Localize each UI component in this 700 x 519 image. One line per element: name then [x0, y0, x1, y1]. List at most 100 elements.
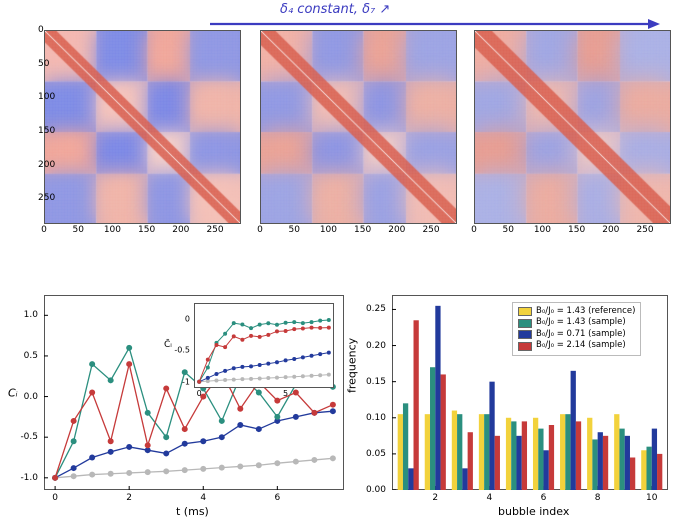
bar	[403, 403, 408, 490]
legend-label: B₀/J₀ = 2.14 (sample)	[536, 340, 626, 351]
bar	[468, 432, 473, 490]
bar	[495, 436, 500, 490]
line-marker	[219, 418, 225, 424]
heatmap-panel-3	[474, 30, 671, 224]
bar	[435, 306, 440, 490]
bar	[441, 374, 446, 490]
line-marker	[311, 457, 317, 463]
barchart-ytick: 0.05	[366, 449, 386, 459]
line-marker	[274, 414, 280, 420]
bar	[462, 468, 467, 490]
bar	[511, 421, 516, 490]
line-marker	[89, 361, 95, 367]
line-marker	[108, 471, 114, 477]
line-marker	[126, 470, 132, 476]
line-marker	[71, 438, 77, 444]
line-marker	[89, 472, 95, 478]
barchart-legend: B₀/J₀ = 1.43 (reference)B₀/J₀ = 1.43 (sa…	[512, 302, 641, 356]
line-marker	[89, 390, 95, 396]
line-marker	[71, 473, 77, 479]
line-marker	[274, 398, 280, 404]
heatmap-xtick: 150	[354, 225, 371, 235]
line-marker	[71, 465, 77, 471]
bar	[425, 414, 430, 490]
line-marker	[256, 426, 262, 432]
bar	[652, 429, 657, 490]
legend-swatch	[518, 307, 532, 316]
legend-row: B₀/J₀ = 2.14 (sample)	[518, 340, 635, 351]
barchart-xtick: 10	[646, 493, 657, 503]
heatmap-panel-2	[260, 30, 457, 224]
line-marker	[108, 377, 114, 383]
line-marker	[163, 385, 169, 391]
legend-label: B₀/J₀ = 1.43 (sample)	[536, 317, 626, 328]
line-marker	[330, 455, 336, 461]
line-marker	[182, 467, 188, 473]
bar	[614, 414, 619, 490]
bar	[414, 320, 419, 490]
linechart-ylabel: Cᵢ	[8, 386, 18, 399]
heatmap-xtick: 200	[388, 225, 405, 235]
heatmap-xtick: 150	[568, 225, 585, 235]
line-marker	[237, 463, 243, 469]
inset-xtick: 5	[283, 389, 288, 398]
bar	[430, 367, 435, 490]
barchart-ytick: 0.25	[366, 304, 386, 314]
bar	[506, 418, 511, 490]
linechart-ytick: 0.0	[24, 392, 38, 402]
bar	[657, 454, 662, 490]
line-marker	[219, 434, 225, 440]
heatmap-xtick: 50	[502, 225, 513, 235]
heatmap-xtick: 0	[471, 225, 477, 235]
inset-ytick: -1	[182, 377, 190, 386]
line-marker	[126, 345, 132, 351]
line-marker	[219, 465, 225, 471]
bar	[533, 418, 538, 490]
bar	[603, 436, 608, 490]
inset-ytick: -0.5	[174, 346, 190, 355]
heatmap-xtick: 200	[602, 225, 619, 235]
bar	[625, 436, 630, 490]
line-marker	[163, 450, 169, 456]
linechart-ytick: -0.5	[20, 432, 38, 442]
bar	[571, 371, 576, 490]
line-marker	[311, 410, 317, 416]
heatmap-panel-1	[44, 30, 241, 224]
legend-row: B₀/J₀ = 0.71 (sample)	[518, 329, 635, 340]
legend-row: B₀/J₀ = 1.43 (sample)	[518, 317, 635, 328]
barchart-xtick: 8	[595, 493, 601, 503]
line-marker	[293, 414, 299, 420]
bar	[560, 414, 565, 490]
legend-swatch	[518, 319, 532, 328]
linechart-xtick: 4	[200, 493, 206, 503]
barchart-ytick: 0.00	[366, 485, 386, 495]
line-marker	[200, 466, 206, 472]
barchart-ytick: 0.20	[366, 341, 386, 351]
linechart-xlabel: t (ms)	[176, 505, 209, 518]
heatmap-xtick: 150	[138, 225, 155, 235]
heatmap-xtick: 50	[72, 225, 83, 235]
line-marker	[71, 418, 77, 424]
bar	[408, 468, 413, 490]
line-marker	[256, 462, 262, 468]
bar	[576, 421, 581, 490]
bar	[516, 436, 521, 490]
linechart-ytick: -1.0	[20, 473, 38, 483]
barchart-xtick: 2	[432, 493, 438, 503]
heatmap-xtick: 50	[288, 225, 299, 235]
line-marker	[330, 402, 336, 408]
line-marker	[293, 390, 299, 396]
line-marker	[108, 449, 114, 455]
heatmap-xtick: 100	[534, 225, 551, 235]
barchart-xtick: 4	[487, 493, 493, 503]
line-marker	[89, 455, 95, 461]
barchart-xtick: 6	[541, 493, 547, 503]
bar	[544, 450, 549, 490]
heatmap-xtick: 250	[636, 225, 653, 235]
inset-xtick: 0	[197, 389, 202, 398]
heatmap-xtick: 0	[257, 225, 263, 235]
bar	[549, 425, 554, 490]
linechart-ytick: 0.5	[24, 351, 38, 361]
heatmap-xtick: 100	[104, 225, 121, 235]
bar	[479, 414, 484, 490]
